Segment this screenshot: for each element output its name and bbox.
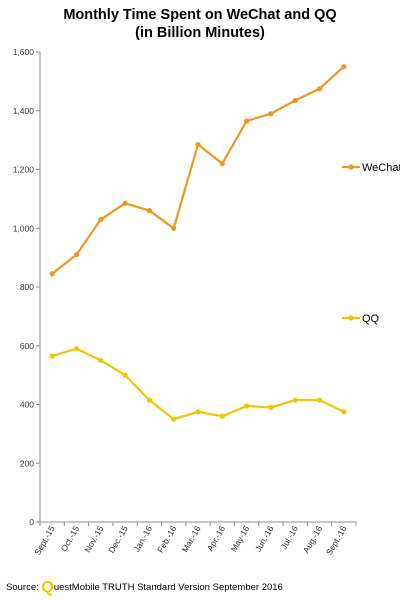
data-point-wechat <box>73 252 80 258</box>
data-point-wechat <box>98 216 104 223</box>
data-point-qq <box>341 409 347 415</box>
data-point-wechat <box>268 111 274 117</box>
y-tick-label: 1,000 <box>13 223 35 233</box>
x-tick-label: Sept.-15 <box>32 524 57 557</box>
series-line-wechat <box>51 65 345 275</box>
y-tick-label: 800 <box>20 282 34 292</box>
legend-swatch-marker <box>348 315 354 321</box>
x-tick-label: Oct.-15 <box>59 524 82 553</box>
chart-title-line-2: (in Billion Minutes) <box>135 25 265 41</box>
data-point-qq <box>122 372 128 378</box>
data-point-wechat <box>171 225 177 231</box>
source-prefix: Source: <box>6 582 39 593</box>
x-tick-label: Jul.-16 <box>279 524 301 551</box>
x-tick-label: Apr.-16 <box>205 524 227 553</box>
x-tick-label: Feb.-16 <box>155 524 178 555</box>
x-tick-label: Dec.-15 <box>106 524 130 555</box>
x-tick-label: May-16 <box>229 524 252 554</box>
data-point-qq <box>146 397 152 403</box>
data-point-qq <box>98 357 104 364</box>
series-wechat <box>49 64 347 277</box>
data-point-qq <box>49 353 55 359</box>
x-tick-label: Aug.-16 <box>301 524 325 555</box>
data-point-wechat <box>146 208 152 214</box>
questmobile-logo-letter: Q <box>41 579 54 596</box>
data-point-wechat <box>292 97 298 104</box>
legend-entry-qq: QQ <box>342 313 380 325</box>
series-group <box>49 64 347 422</box>
y-tick-label: 0 <box>29 517 34 527</box>
axes: 0 200 400 600 800 1,000 1,200 1,400 1,600 Sept.-1… <box>13 47 357 557</box>
series-qq <box>49 346 347 422</box>
legend-swatch-marker <box>348 164 354 170</box>
legend-label: QQ <box>362 313 380 325</box>
source-note: Source: QuestMobile TRUTH Standard Versi… <box>6 580 283 596</box>
x-tick-label: Mar.-16 <box>180 524 203 554</box>
legend: WeChat QQ <box>342 162 400 325</box>
source-text: uestMobile TRUTH Standard Version Septem… <box>53 582 283 593</box>
data-point-qq <box>73 346 80 352</box>
data-point-wechat <box>316 86 323 92</box>
legend-label: WeChat <box>362 162 400 174</box>
x-tick-label: Jun.-16 <box>253 524 276 554</box>
data-point-qq <box>244 403 250 409</box>
data-point-qq <box>316 397 323 403</box>
x-tick-label: Sept.-16 <box>324 524 349 557</box>
data-point-wechat <box>341 64 347 70</box>
chart-title-line-1: Monthly Time Spent on WeChat and QQ <box>63 7 337 23</box>
chart-title: Monthly Time Spent on WeChat and QQ (in … <box>0 6 400 42</box>
y-tick-label: 1,400 <box>13 106 35 116</box>
data-point-qq <box>219 413 225 419</box>
series-line-qq <box>51 347 345 421</box>
y-tick-label: 1,600 <box>13 47 35 57</box>
data-point-wechat <box>49 271 55 277</box>
y-tick-label: 200 <box>20 458 34 468</box>
data-point-qq <box>195 409 201 415</box>
data-point-wechat <box>244 118 250 124</box>
data-point-qq <box>268 404 274 411</box>
data-point-wechat <box>195 141 201 148</box>
x-tick-label: Nov.-15 <box>82 524 105 554</box>
y-tick-label: 400 <box>20 400 34 410</box>
data-point-wechat <box>122 200 128 206</box>
legend-entry-wechat: WeChat <box>342 162 400 174</box>
data-point-wechat <box>219 161 225 167</box>
data-point-qq <box>292 397 298 403</box>
x-tick-label: Jan.-16 <box>131 524 154 554</box>
data-point-qq <box>171 416 177 422</box>
y-tick-label: 600 <box>20 341 34 351</box>
y-tick-label: 1,200 <box>13 165 35 175</box>
